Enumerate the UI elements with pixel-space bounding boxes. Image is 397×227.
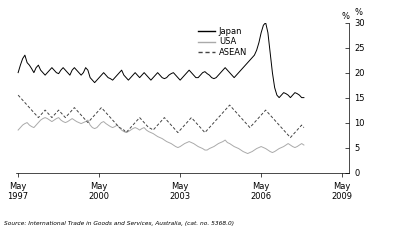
Legend: Japan, USA, ASEAN: Japan, USA, ASEAN <box>195 24 251 60</box>
Text: Source: International Trade in Goods and Services, Australia, (cat. no. 5368.0): Source: International Trade in Goods and… <box>4 221 234 226</box>
Text: %: % <box>341 12 349 21</box>
Text: %: % <box>355 8 363 17</box>
